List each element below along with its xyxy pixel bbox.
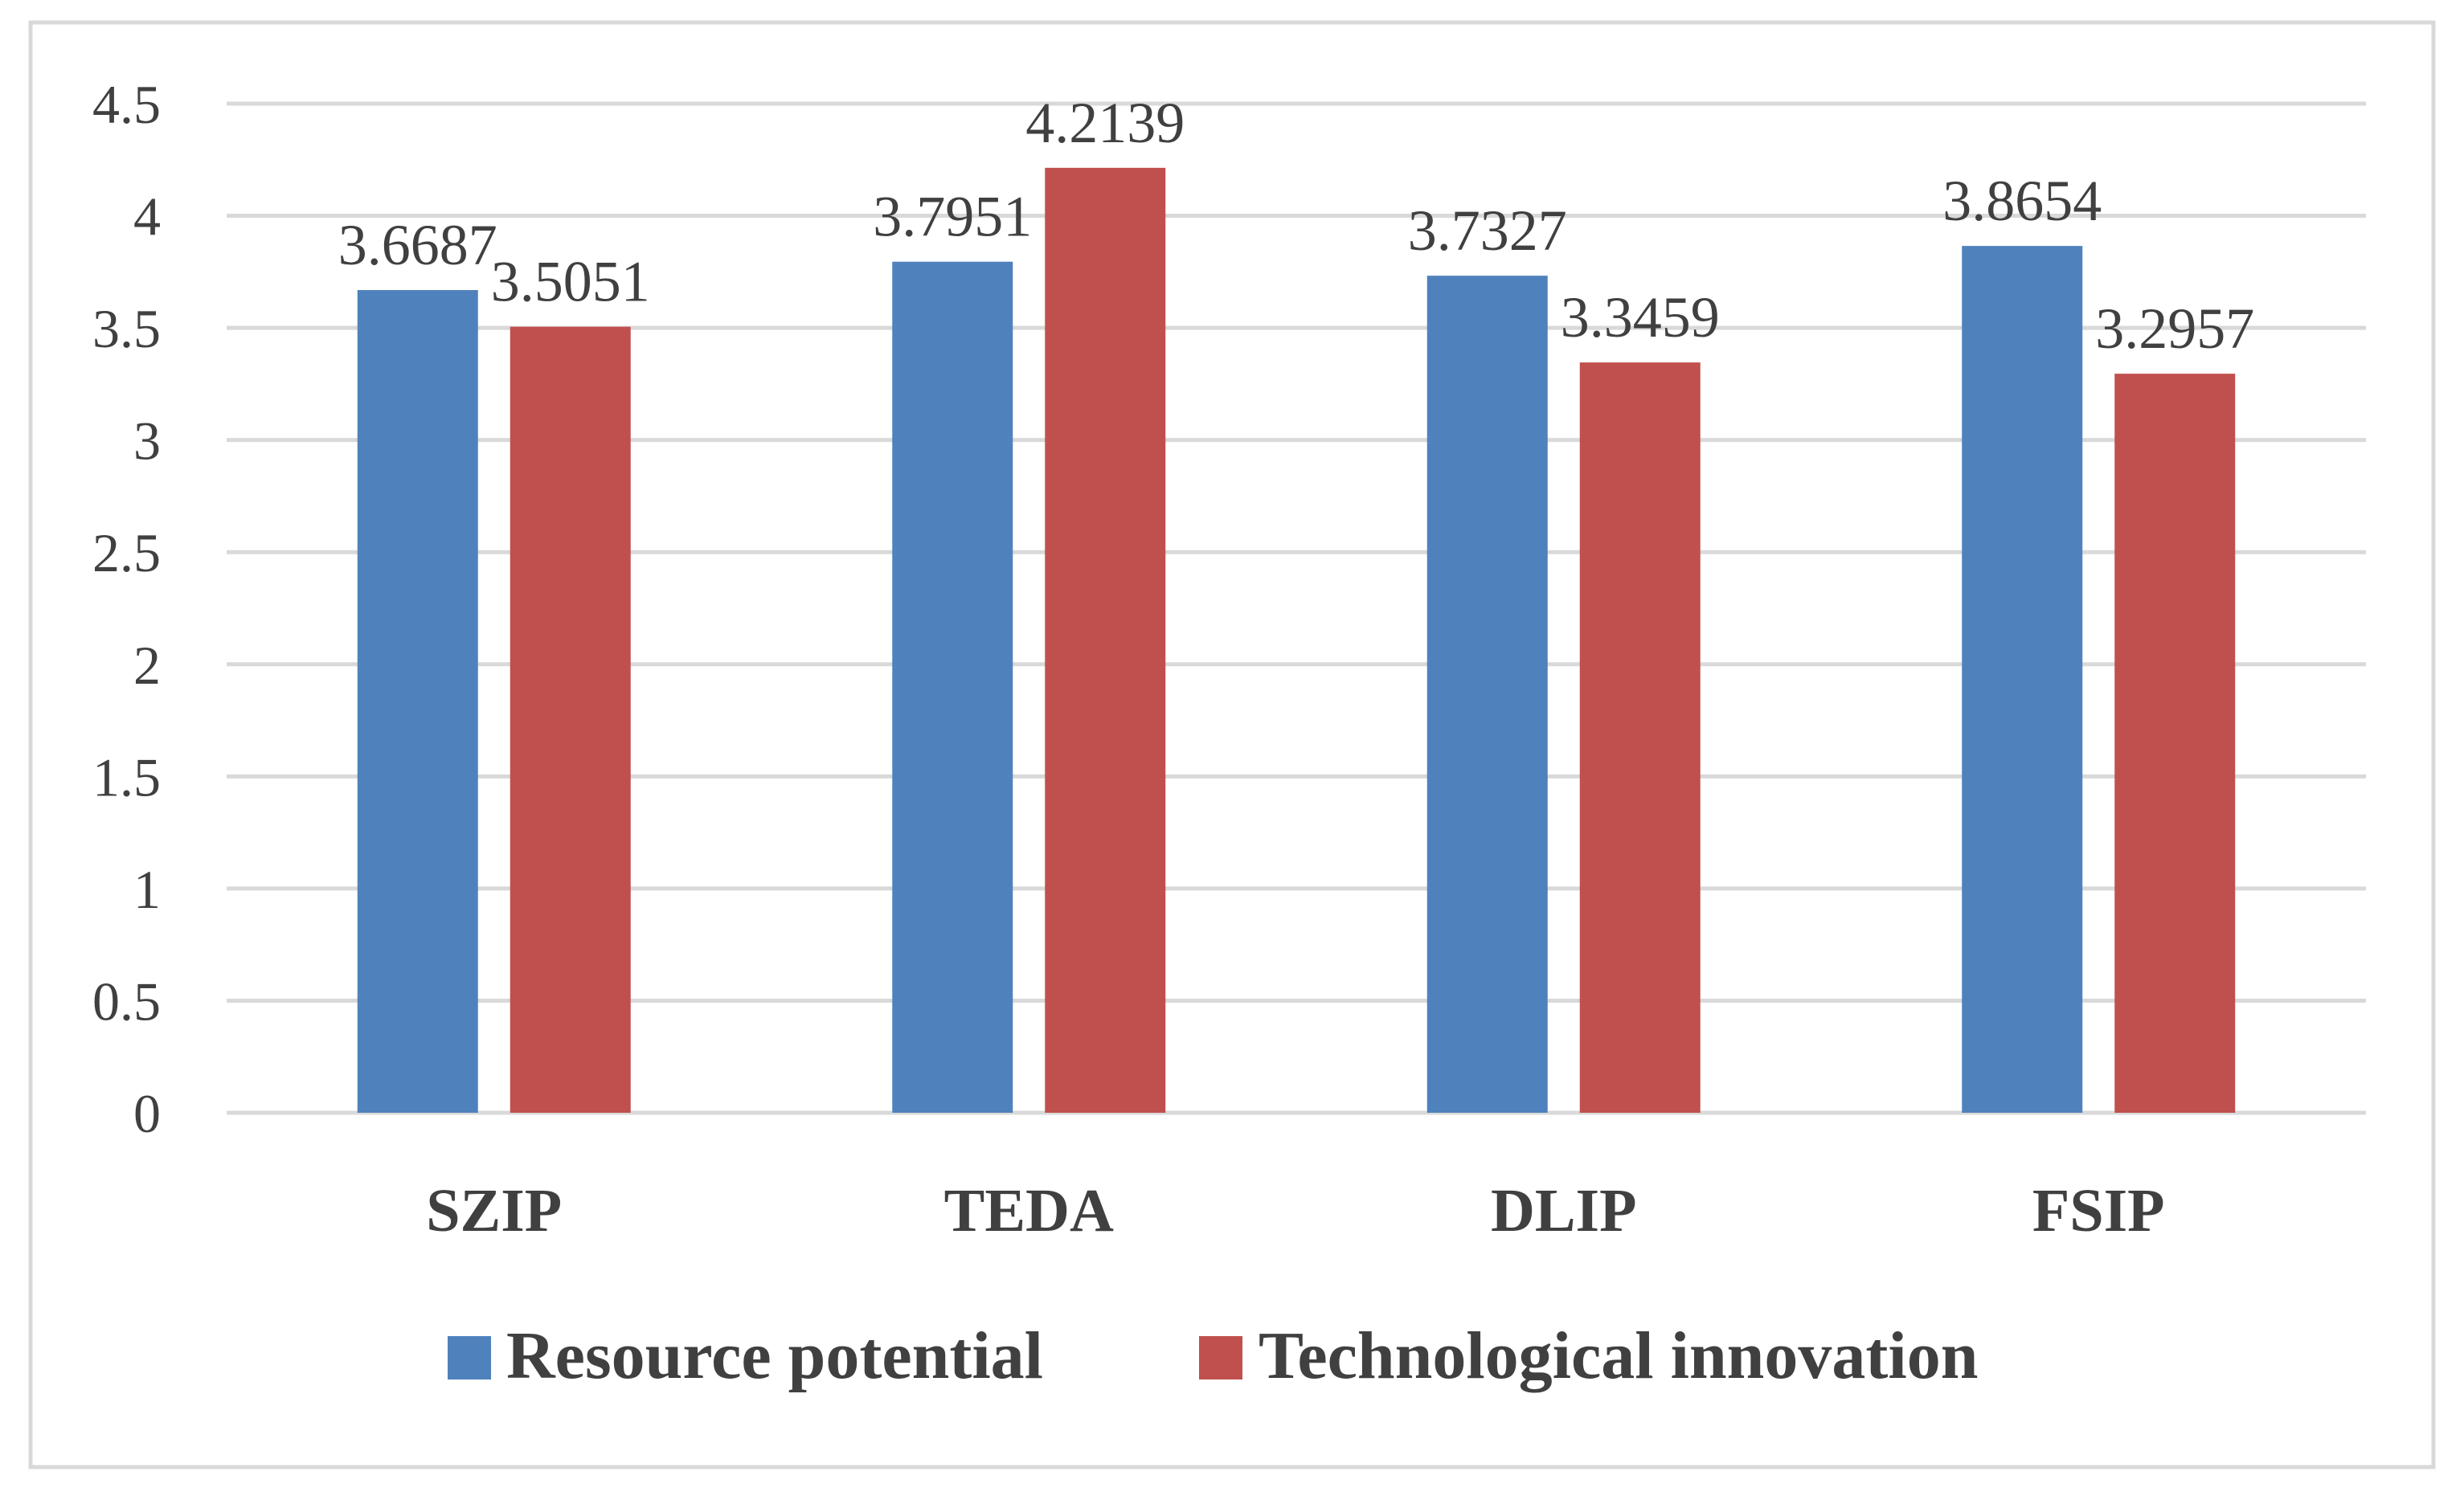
bar-szip-series-2	[510, 326, 631, 1114]
y-tick-label: 3.5	[92, 298, 161, 359]
data-label: 3.3459	[1561, 285, 1720, 349]
y-tick-label: 0	[133, 1083, 161, 1144]
y-tick-label: 4.5	[92, 74, 161, 135]
data-label: 3.5051	[491, 250, 650, 314]
y-tick-label: 2	[133, 635, 161, 696]
y-tick-label: 3	[133, 411, 161, 472]
bar-teda-series-2	[1045, 167, 1166, 1114]
y-axis-ticks: 0 0.5 1 1.5 2 2.5 3 3.5 4 4.5	[92, 74, 161, 1144]
bar-fsip-series-2	[2114, 374, 2236, 1113]
legend-label: Resource potential	[506, 1318, 1043, 1393]
y-tick-label: 1	[133, 859, 161, 920]
legend-swatch	[1199, 1336, 1242, 1380]
bar-dlip-series-2	[1579, 362, 1701, 1113]
bar-fsip-series-1	[1962, 246, 2083, 1113]
y-tick-label: 2.5	[92, 522, 161, 583]
legend: Resource potential Technological innovati…	[448, 1318, 1978, 1393]
legend-label: Technological innovation	[1259, 1318, 1978, 1393]
y-tick-label: 0.5	[92, 971, 161, 1032]
y-tick-label: 4	[133, 186, 161, 247]
bars	[357, 167, 2236, 1114]
bar-teda-series-1	[892, 261, 1013, 1114]
legend-swatch	[448, 1336, 491, 1380]
bar-dlip-series-1	[1426, 276, 1548, 1113]
category-label-fsip: FSIP	[2032, 1177, 2165, 1245]
data-label: 3.6687	[338, 213, 497, 277]
bar-szip-series-1	[357, 290, 478, 1114]
data-label: 3.7327	[1408, 198, 1567, 263]
x-axis-categories: SZIP TEDA DLIP FSIP	[426, 1177, 2164, 1245]
category-label-teda: TEDA	[944, 1177, 1114, 1245]
category-label-szip: SZIP	[426, 1177, 562, 1245]
data-label: 4.2139	[1025, 91, 1185, 155]
data-label: 3.8654	[1942, 169, 2102, 233]
data-label: 3.7951	[873, 185, 1032, 249]
y-tick-label: 1.5	[92, 746, 161, 807]
data-label: 3.2957	[2095, 296, 2254, 361]
category-label-dlip: DLIP	[1491, 1177, 1637, 1245]
